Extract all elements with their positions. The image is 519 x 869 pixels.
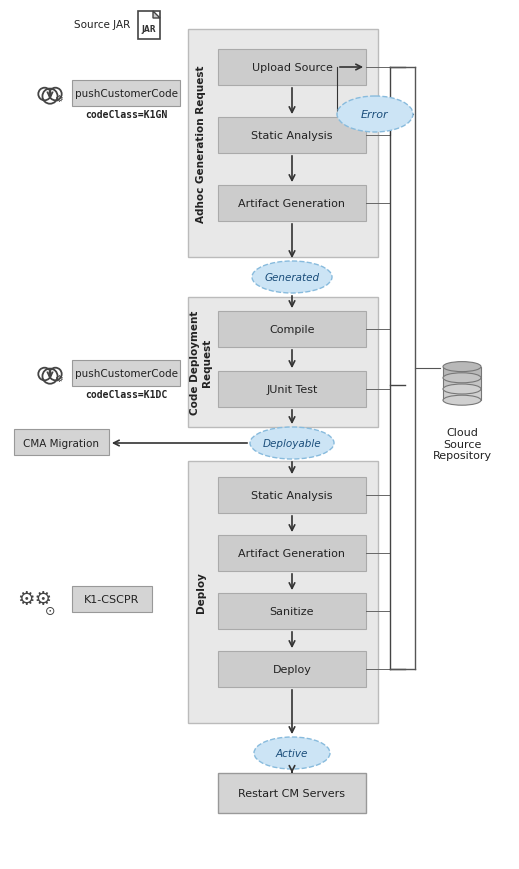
Text: pushCustomerCode: pushCustomerCode — [75, 368, 177, 379]
Text: Upload Source: Upload Source — [252, 63, 333, 73]
Text: codeClass=K1GN: codeClass=K1GN — [85, 109, 167, 120]
Bar — [443, 378, 481, 389]
Text: Adhoc Generation Request: Adhoc Generation Request — [196, 65, 206, 222]
Text: Source JAR: Source JAR — [74, 20, 130, 30]
Bar — [218, 312, 366, 348]
Text: Artifact Generation: Artifact Generation — [239, 199, 346, 209]
Text: Artifact Generation: Artifact Generation — [239, 548, 346, 559]
Bar — [443, 368, 481, 378]
Text: ⚙: ⚙ — [54, 373, 62, 383]
Text: CMA Migration: CMA Migration — [23, 439, 99, 448]
Ellipse shape — [443, 374, 481, 383]
Text: JUnit Test: JUnit Test — [266, 385, 318, 395]
Ellipse shape — [254, 737, 330, 769]
Text: Static Analysis: Static Analysis — [251, 490, 333, 501]
Bar — [188, 461, 378, 723]
Polygon shape — [153, 12, 160, 19]
Bar — [218, 535, 366, 571]
Bar — [218, 118, 366, 154]
Bar — [188, 30, 378, 258]
Ellipse shape — [337, 96, 413, 133]
Bar — [218, 651, 366, 687]
Bar — [72, 587, 152, 613]
Text: Active: Active — [276, 748, 308, 758]
Ellipse shape — [252, 262, 332, 294]
Text: ⊙: ⊙ — [45, 605, 55, 618]
Ellipse shape — [443, 395, 481, 406]
Text: JAR: JAR — [142, 25, 156, 34]
Text: Deploy: Deploy — [196, 572, 206, 613]
Bar — [218, 477, 366, 514]
Bar — [138, 12, 160, 40]
Bar — [218, 186, 366, 222]
Bar — [218, 594, 366, 629]
Text: Deploy: Deploy — [272, 664, 311, 674]
Ellipse shape — [443, 362, 481, 372]
Text: Error: Error — [361, 109, 389, 120]
Text: pushCustomerCode: pushCustomerCode — [75, 89, 177, 99]
Text: Sanitize: Sanitize — [270, 607, 314, 616]
Bar — [72, 361, 180, 387]
Text: Cloud
Source
Repository: Cloud Source Repository — [432, 428, 491, 461]
Bar — [218, 50, 366, 86]
Text: codeClass=K1DC: codeClass=K1DC — [85, 389, 167, 400]
Ellipse shape — [250, 428, 334, 460]
Text: K1-CSCPR: K1-CSCPR — [84, 594, 140, 604]
Bar — [443, 389, 481, 401]
Bar — [14, 429, 109, 455]
Text: Code Deployment
Request: Code Deployment Request — [190, 310, 212, 415]
Text: Restart CM Servers: Restart CM Servers — [239, 788, 346, 798]
Text: ⚙⚙: ⚙⚙ — [18, 590, 52, 609]
Bar — [218, 773, 366, 813]
Ellipse shape — [443, 385, 481, 395]
Bar — [188, 298, 378, 428]
Bar — [218, 372, 366, 408]
Text: Generated: Generated — [265, 273, 320, 282]
Text: Static Analysis: Static Analysis — [251, 131, 333, 141]
Text: ⚙: ⚙ — [54, 94, 62, 103]
Text: Deployable: Deployable — [263, 439, 321, 448]
Text: Compile: Compile — [269, 325, 315, 335]
Bar — [72, 81, 180, 107]
